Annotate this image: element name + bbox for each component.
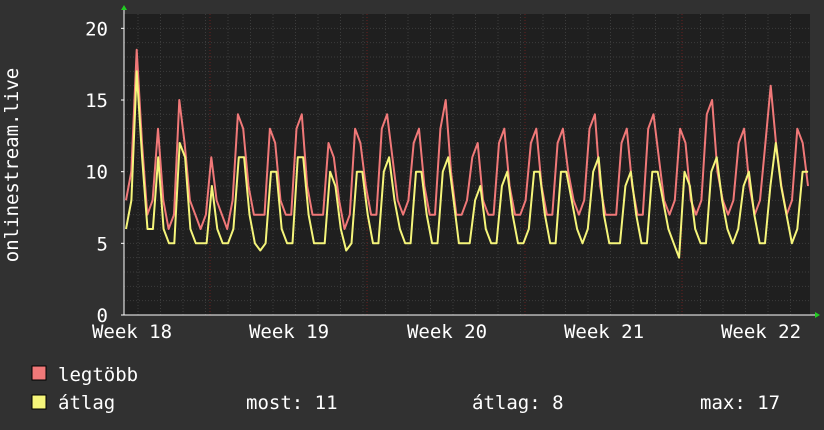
y-tick-labels: 0 5 10 15 20: [85, 18, 108, 327]
legend-label-legtobb: legtöbb: [58, 364, 138, 386]
stat-average: átlag: 8: [472, 392, 564, 414]
y-tick-label: 5: [97, 233, 108, 255]
y-tick-label: 0: [97, 305, 108, 327]
legend-label-atlag: átlag: [58, 392, 115, 414]
x-tick-label: Week 21: [564, 321, 644, 343]
y-tick-label: 20: [85, 18, 108, 40]
x-tick-label: Week 22: [721, 321, 801, 343]
stat-max: max: 17: [700, 392, 780, 414]
y-tick-label: 15: [85, 90, 108, 112]
y-axis-label: onlinestream.live: [1, 68, 23, 262]
axes: [121, 5, 820, 318]
legend-swatch-legtobb: [31, 365, 47, 381]
x-tick-label: Week 20: [407, 321, 487, 343]
series-line-1: [125, 70, 808, 259]
series-line-0: [125, 48, 809, 230]
x-tick-labels: Week 18 Week 19 Week 20 Week 21 Week 22: [92, 321, 801, 343]
x-tick-label: Week 18: [92, 321, 172, 343]
x-axis-arrow-icon: [815, 312, 820, 318]
y-tick-label: 10: [85, 162, 108, 184]
stat-now: most: 11: [246, 392, 338, 414]
x-tick-label: Week 19: [249, 321, 329, 343]
plot-area: [124, 14, 810, 315]
series-group: [125, 48, 809, 259]
legend-swatch-atlag: [31, 394, 47, 410]
y-axis-arrow-icon: [121, 5, 127, 10]
